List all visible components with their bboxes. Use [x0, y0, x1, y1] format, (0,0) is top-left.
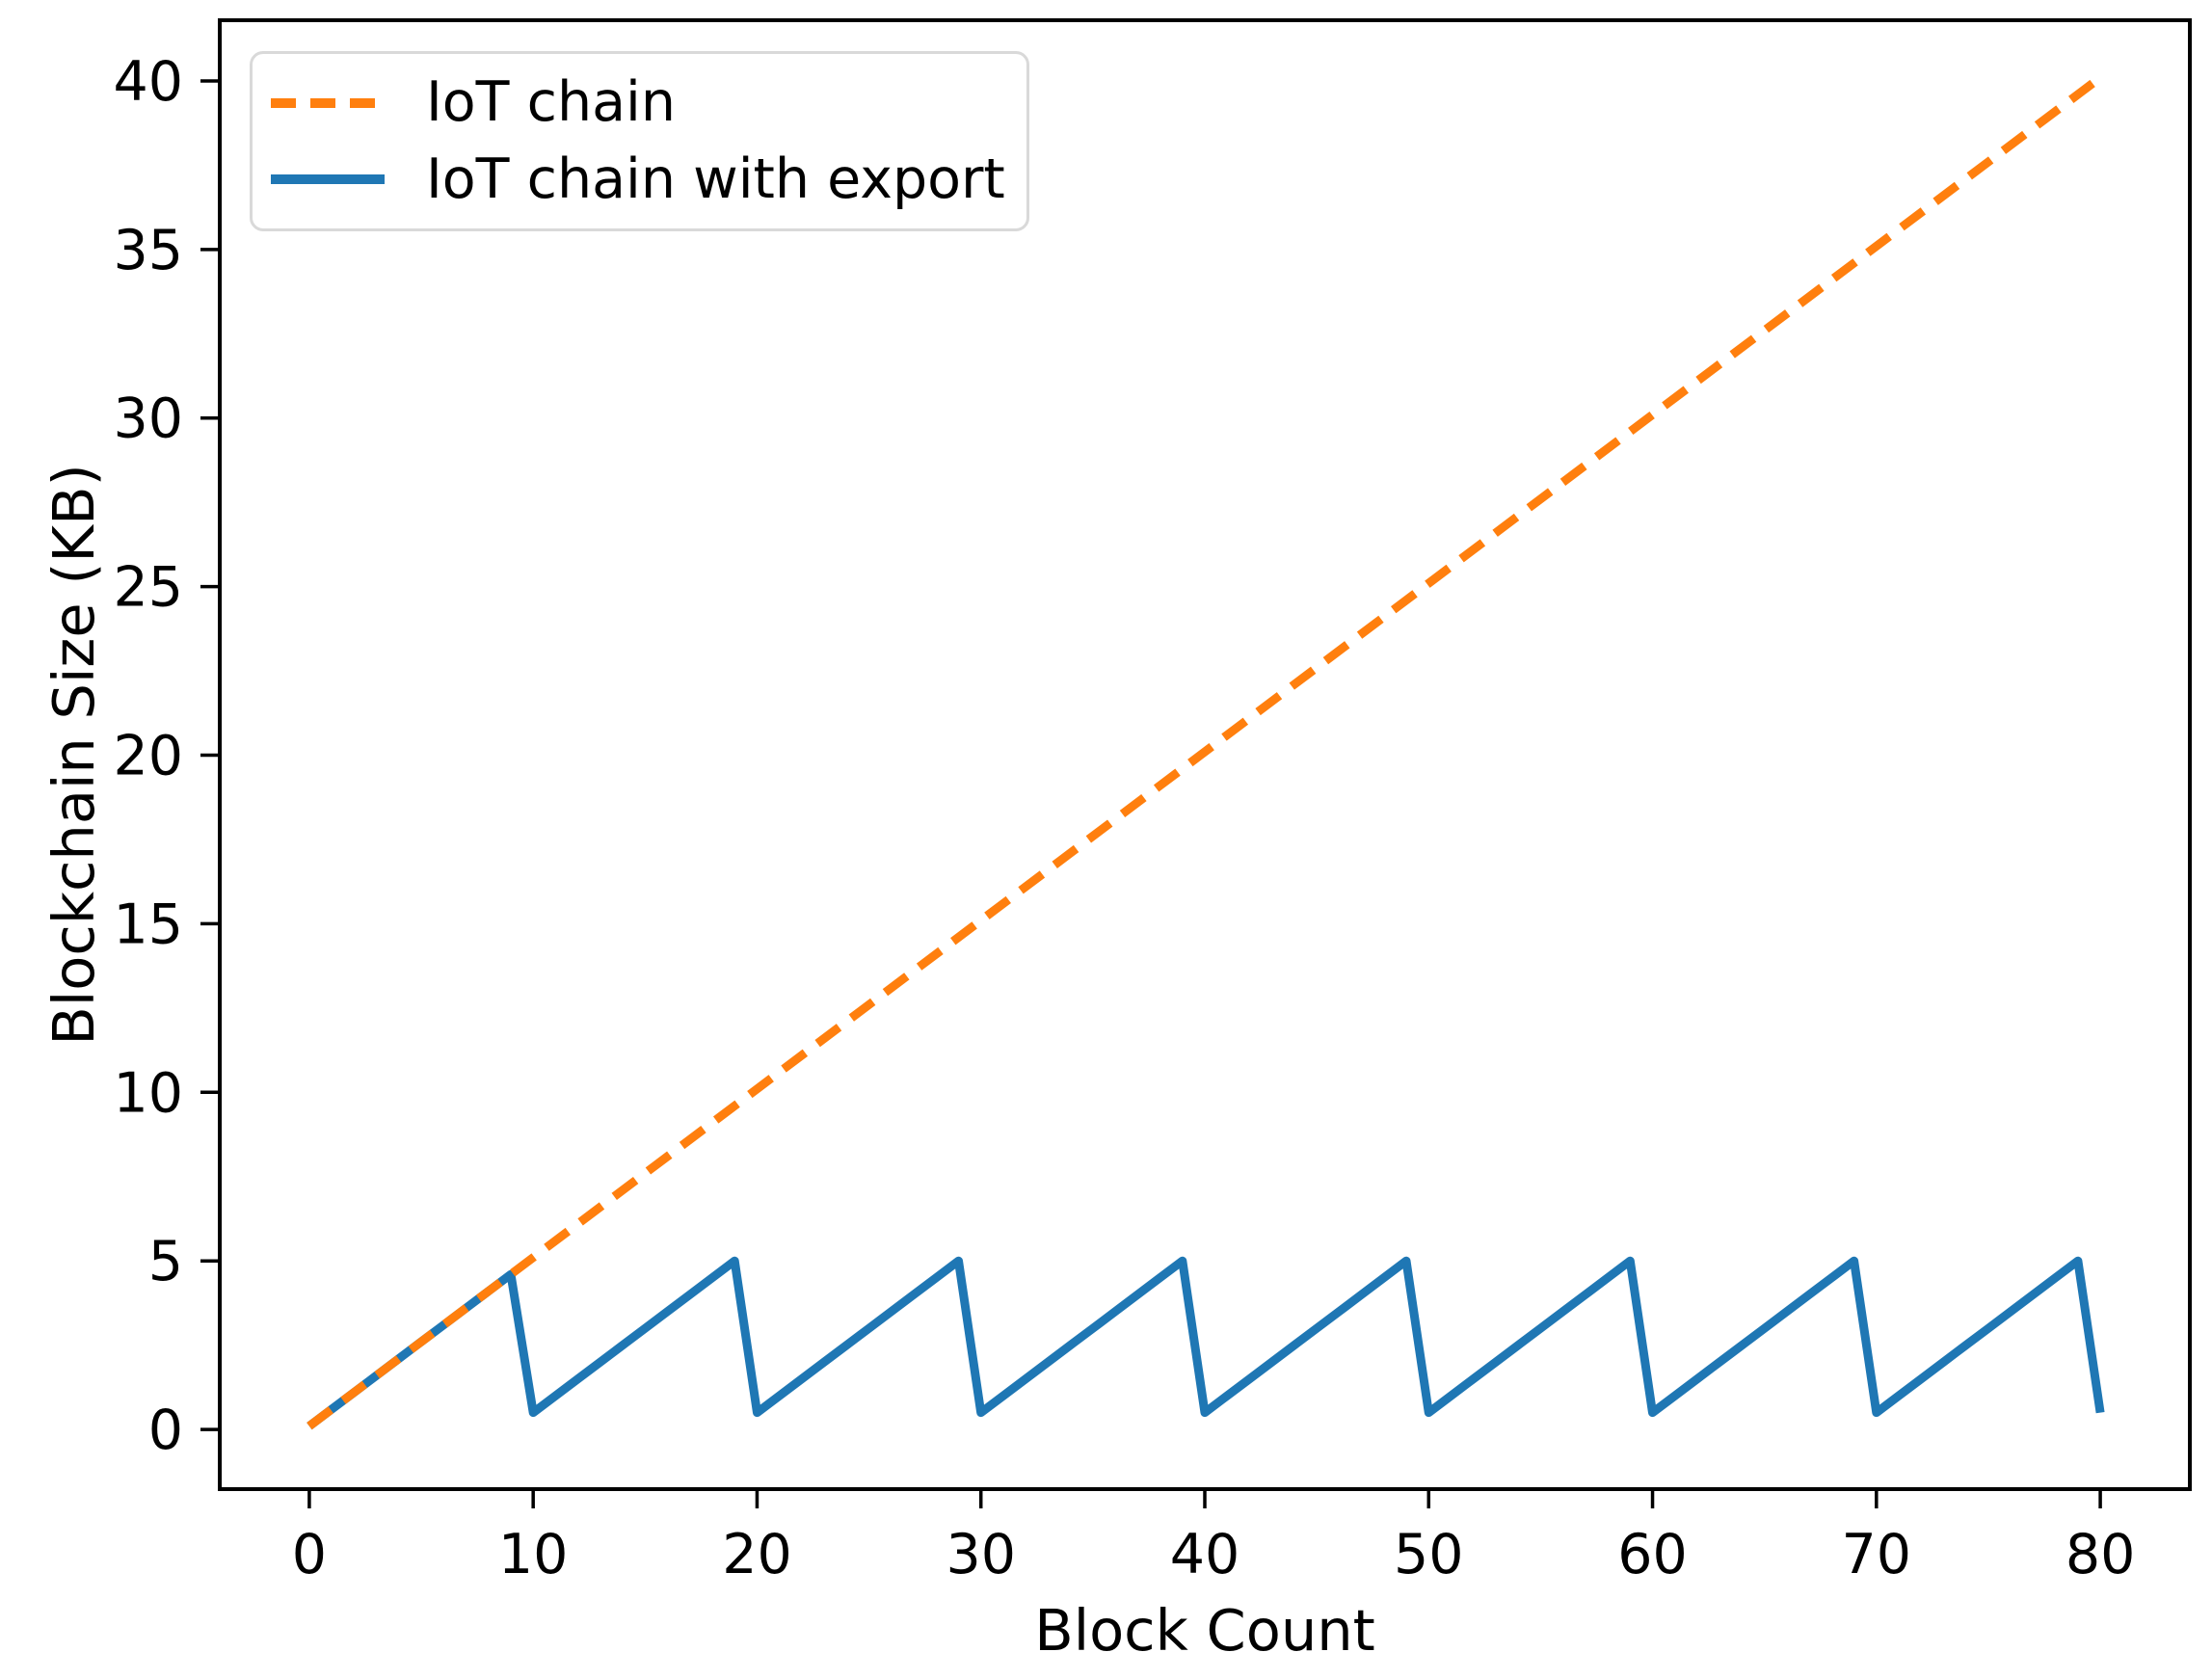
x-tick-label: 30 — [946, 1523, 1016, 1586]
series-line-iot-chain-with-export — [306, 1256, 2105, 1430]
x-tick-label: 40 — [1170, 1523, 1240, 1586]
y-tick-label: 20 — [113, 725, 183, 788]
y-axis-label: Blockchain Size (KB) — [40, 464, 107, 1045]
y-tick-label: 35 — [113, 219, 183, 282]
y-tick-label: 5 — [148, 1230, 183, 1293]
x-tick-label: 10 — [498, 1523, 569, 1586]
legend-label: IoT chain — [426, 70, 676, 135]
series-line-iot-chain — [306, 73, 2103, 1430]
y-tick-label: 10 — [113, 1061, 183, 1125]
y-tick-label: 0 — [148, 1399, 183, 1462]
legend-dashed-line-icon — [271, 97, 385, 108]
x-tick-label: 50 — [1394, 1523, 1464, 1586]
x-tick-label: 0 — [292, 1523, 327, 1586]
legend-label: IoT chain with export — [426, 147, 1005, 211]
legend-solid-line-icon — [271, 174, 385, 185]
x-axis-label: Block Count — [1034, 1597, 1375, 1664]
y-tick-label: 25 — [113, 556, 183, 620]
x-tick-label: 80 — [2065, 1523, 2136, 1586]
legend: IoT chain IoT chain with export — [250, 51, 1029, 231]
y-tick-label: 15 — [113, 893, 183, 956]
y-tick-label: 40 — [113, 50, 183, 114]
x-tick-label: 60 — [1617, 1523, 1688, 1586]
y-tick-label: 30 — [113, 387, 183, 451]
legend-item-iot-chain: IoT chain — [270, 75, 1009, 130]
x-tick-label: 20 — [722, 1523, 792, 1586]
legend-item-iot-chain-with-export: IoT chain with export — [270, 147, 1009, 211]
x-tick-label: 70 — [1842, 1523, 1912, 1586]
